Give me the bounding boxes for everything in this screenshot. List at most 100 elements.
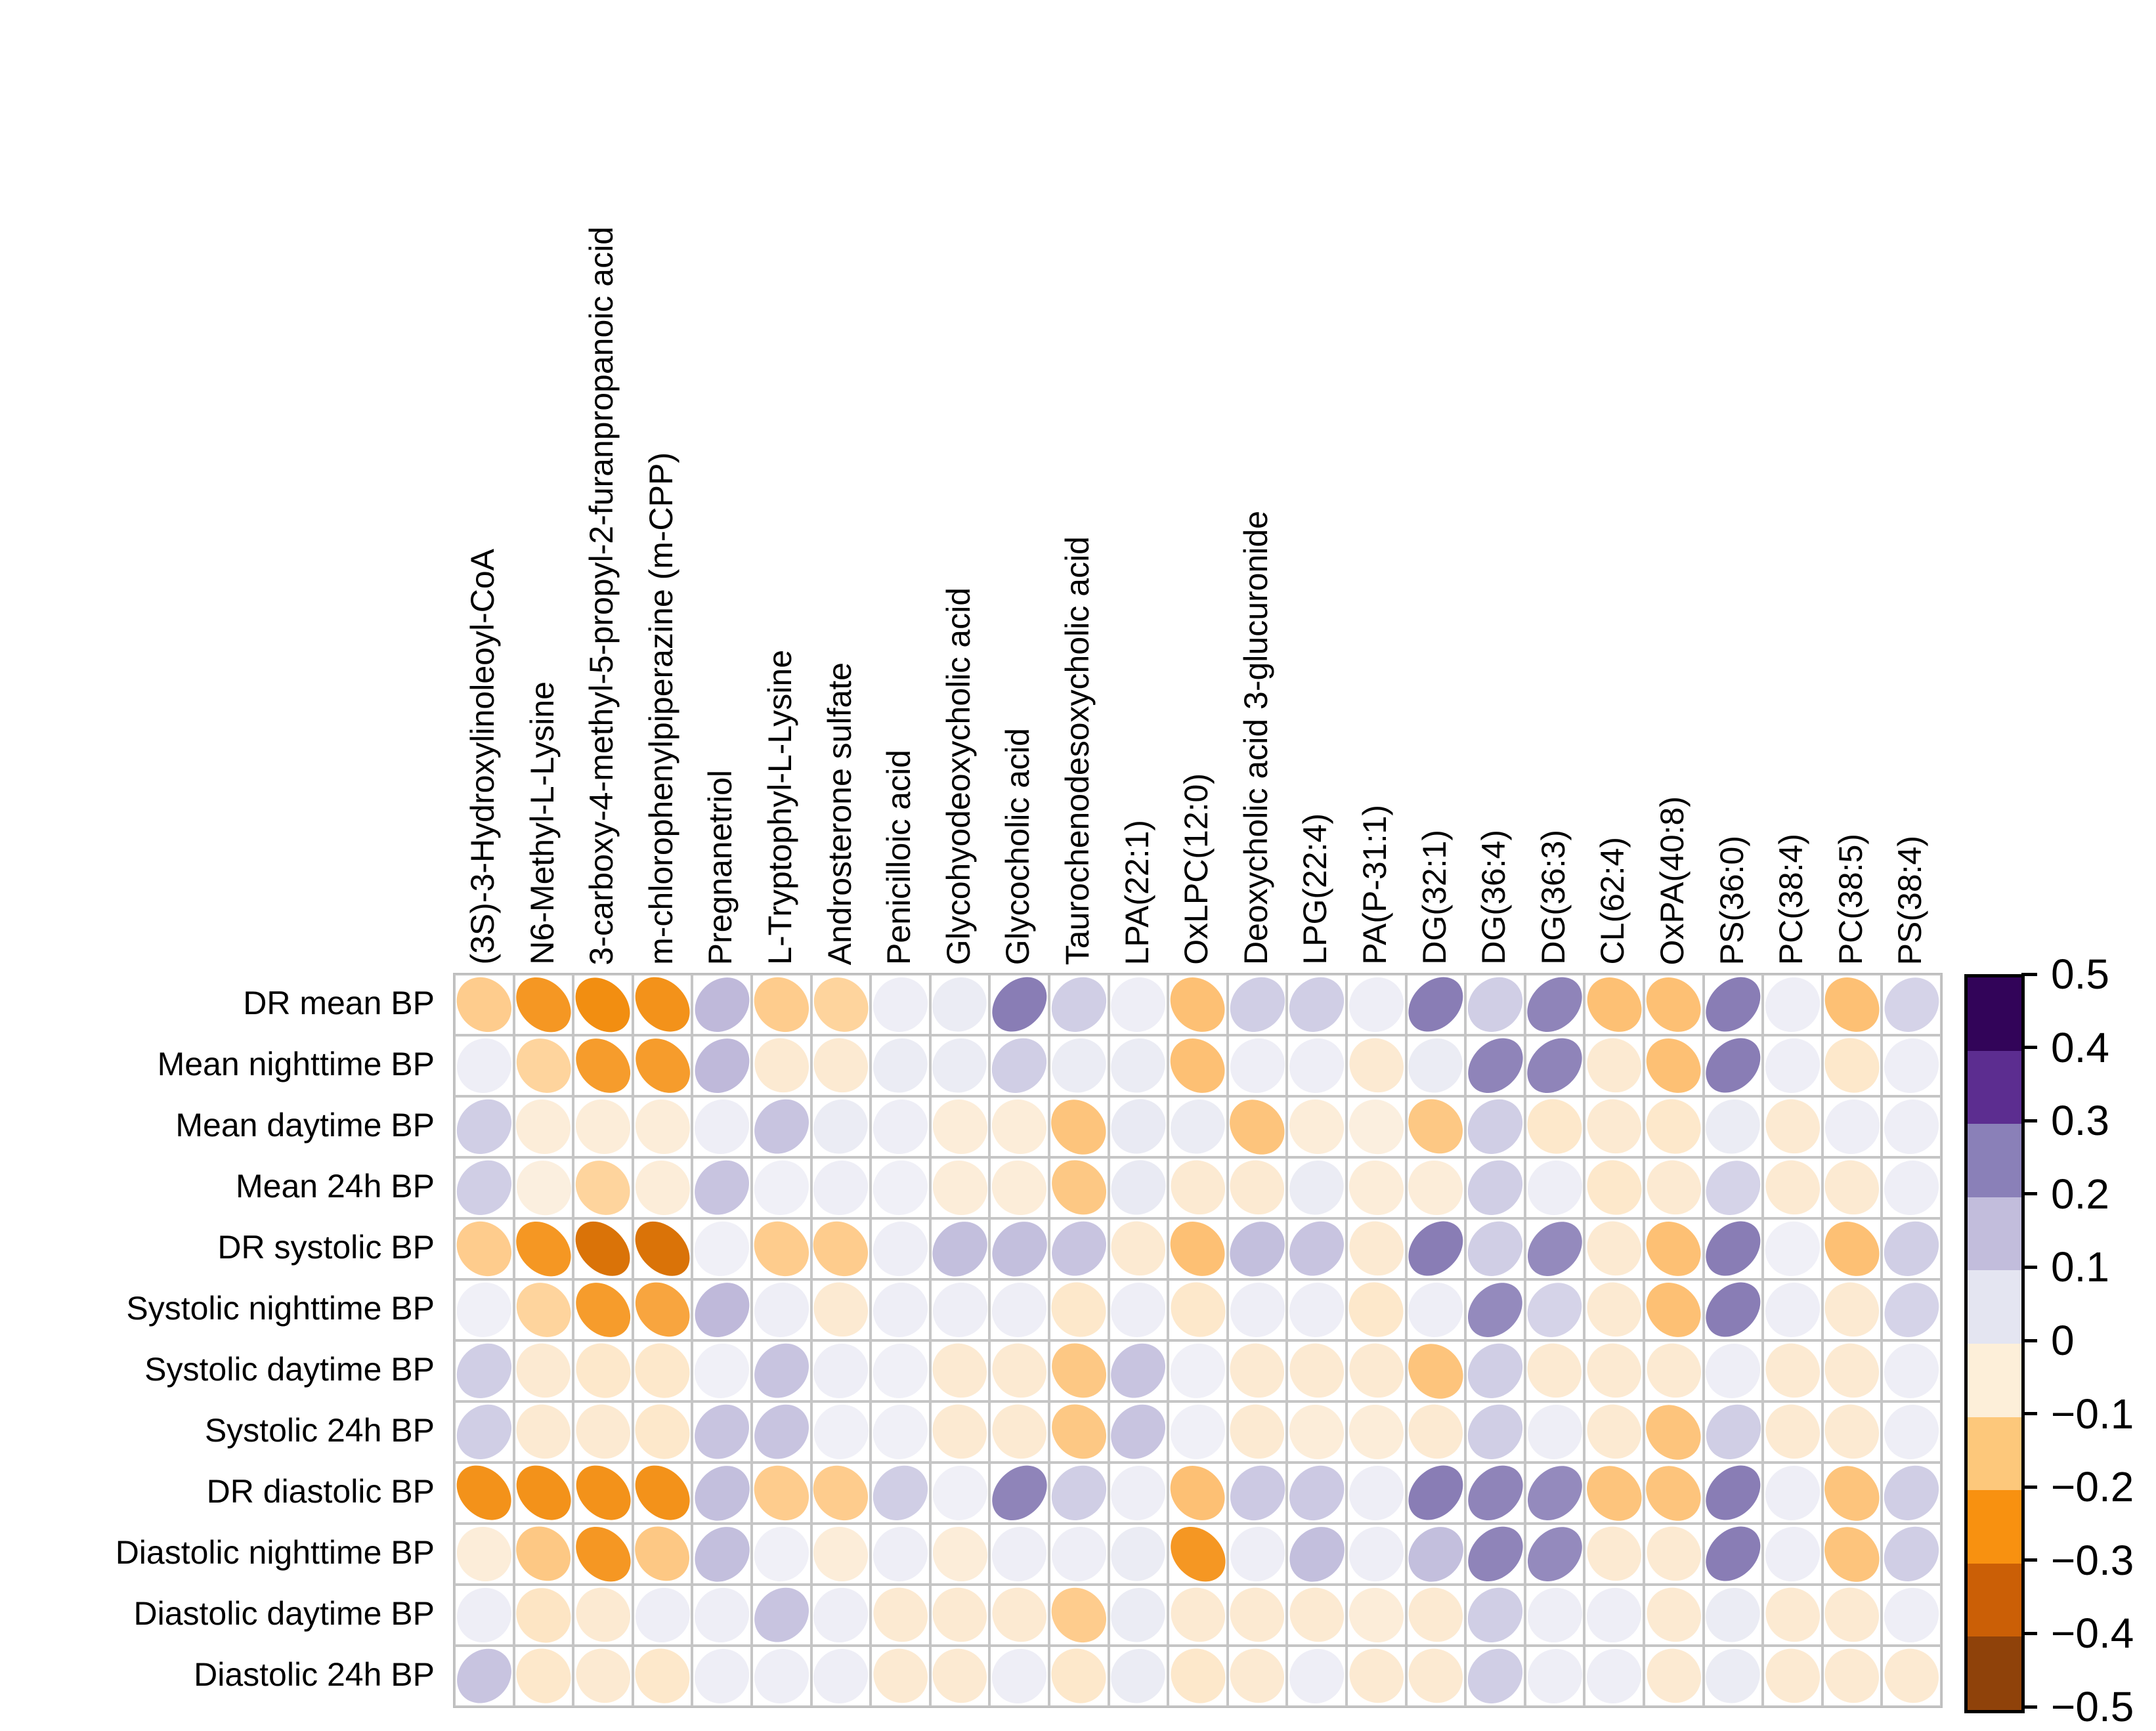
- matrix-cell: [811, 1157, 871, 1218]
- column-labels: (3S)-3-Hydroxylinoleoyl-CoA N6-Methyl-L-L…: [453, 0, 1940, 966]
- colorbar-tick: [2021, 1631, 2037, 1635]
- matrix-cell: [1584, 974, 1644, 1035]
- matrix-cell: [752, 1401, 811, 1463]
- matrix-cell: [1347, 1524, 1406, 1585]
- correlation-ellipse: [1645, 1525, 1702, 1583]
- matrix-cell: [1822, 1218, 1882, 1279]
- matrix-cell: [930, 1524, 990, 1585]
- correlation-ellipse: [1764, 1220, 1821, 1278]
- matrix-cell: [1882, 1340, 1941, 1401]
- correlation-ellipse: [1228, 975, 1286, 1034]
- matrix-cell: [1168, 974, 1228, 1035]
- matrix-cell: [1584, 1340, 1644, 1401]
- matrix-cell: [632, 1096, 693, 1157]
- correlation-ellipse: [1704, 1036, 1762, 1095]
- correlation-ellipse: [931, 1464, 989, 1522]
- matrix-cell: [1524, 1096, 1585, 1157]
- matrix-cell: [454, 1035, 514, 1096]
- matrix-cell: [1882, 1463, 1941, 1524]
- matrix-cell: [1406, 1401, 1466, 1463]
- matrix-cell: [1227, 1279, 1287, 1340]
- correlation-ellipse: [515, 1586, 572, 1644]
- matrix-cell: [871, 1096, 930, 1157]
- matrix-cell: [1763, 1401, 1822, 1463]
- correlation-ellipse: [455, 1342, 513, 1400]
- correlation-ellipse: [574, 1525, 632, 1583]
- matrix-cell: [989, 1340, 1049, 1401]
- correlation-ellipse: [1764, 1342, 1821, 1400]
- matrix-cell: [1227, 1157, 1287, 1218]
- correlation-ellipse: [574, 1220, 632, 1278]
- row-label: Mean daytime BP: [175, 1107, 435, 1143]
- correlation-ellipse: [574, 1647, 632, 1705]
- correlation-ellipse: [1050, 1220, 1108, 1278]
- column-label: DG(36:3): [1534, 830, 1572, 965]
- matrix-cell: [1406, 1035, 1466, 1096]
- correlation-ellipse: [1050, 1342, 1108, 1400]
- matrix-cell: [1227, 1401, 1287, 1463]
- matrix-cell: [1524, 1340, 1585, 1401]
- matrix-cell: [1406, 974, 1466, 1035]
- correlation-ellipse: [1228, 1403, 1286, 1461]
- correlation-ellipse: [574, 1281, 632, 1339]
- matrix-cell: [1108, 1340, 1169, 1401]
- matrix-cell: [752, 974, 811, 1035]
- matrix-cell: [1882, 1524, 1941, 1585]
- correlation-ellipse: [1347, 1342, 1405, 1400]
- row-label: Mean nighttime BP: [157, 1046, 435, 1082]
- matrix-cell: [1227, 1646, 1287, 1707]
- matrix-cell: [1406, 1157, 1466, 1218]
- matrix-cell: [1763, 1035, 1822, 1096]
- correlation-ellipse: [574, 1586, 632, 1644]
- correlation-ellipse: [1169, 1464, 1226, 1522]
- correlation-ellipse: [1585, 1647, 1643, 1705]
- correlation-ellipse: [1585, 1281, 1643, 1339]
- correlation-ellipse: [812, 1464, 870, 1522]
- matrix-cell: [1227, 1524, 1287, 1585]
- correlation-ellipse: [1050, 1464, 1108, 1522]
- matrix-cell: [1108, 974, 1169, 1035]
- correlation-ellipse: [1050, 1159, 1108, 1217]
- matrix-cell: [1822, 1035, 1882, 1096]
- matrix-cell: [1227, 1035, 1287, 1096]
- correlation-ellipse: [1288, 1220, 1345, 1278]
- matrix-cell: [1822, 1096, 1882, 1157]
- matrix-cell: [871, 1218, 930, 1279]
- correlation-ellipse: [991, 1464, 1048, 1522]
- matrix-cell: [513, 1524, 574, 1585]
- colorbar-tick-label: 0: [2051, 1317, 2075, 1364]
- correlation-ellipse: [515, 1036, 572, 1095]
- matrix-cell: [1287, 1096, 1347, 1157]
- correlation-ellipse: [1228, 1525, 1286, 1583]
- correlation-ellipse: [1407, 1036, 1465, 1095]
- matrix-cell: [1049, 1096, 1109, 1157]
- matrix-cell: [1347, 1646, 1406, 1707]
- correlation-ellipse: [1764, 975, 1821, 1034]
- correlation-ellipse: [1526, 1464, 1584, 1522]
- correlation-ellipse: [455, 1647, 513, 1705]
- correlation-ellipse: [1585, 1525, 1643, 1583]
- correlation-ellipse: [812, 1342, 870, 1400]
- matrix-cell: [1882, 974, 1941, 1035]
- correlation-ellipse: [515, 1098, 572, 1156]
- column-label: LPA(22:1): [1118, 819, 1155, 965]
- matrix-cell: [811, 1463, 871, 1524]
- matrix-cell: [454, 1524, 514, 1585]
- correlation-ellipse: [1704, 1220, 1762, 1278]
- column-label: OxPA(40:8): [1654, 796, 1691, 966]
- correlation-ellipse: [1764, 1098, 1821, 1156]
- matrix-cell: [1703, 1340, 1763, 1401]
- correlation-ellipse: [1823, 1098, 1881, 1156]
- colorbar-tick-label: −0.1: [2051, 1390, 2134, 1438]
- correlation-ellipse: [1645, 1586, 1702, 1644]
- correlation-ellipse: [1883, 1464, 1940, 1522]
- column-label: Pregnanetriol: [702, 769, 739, 965]
- matrix-cell: [1168, 1340, 1228, 1401]
- correlation-ellipse: [1110, 1342, 1167, 1400]
- matrix-cell: [454, 1096, 514, 1157]
- matrix-cell: [752, 1279, 811, 1340]
- matrix-cell: [1406, 1096, 1466, 1157]
- correlation-ellipse: [455, 1403, 513, 1461]
- matrix-cell: [454, 1279, 514, 1340]
- matrix-cell: [1763, 1157, 1822, 1218]
